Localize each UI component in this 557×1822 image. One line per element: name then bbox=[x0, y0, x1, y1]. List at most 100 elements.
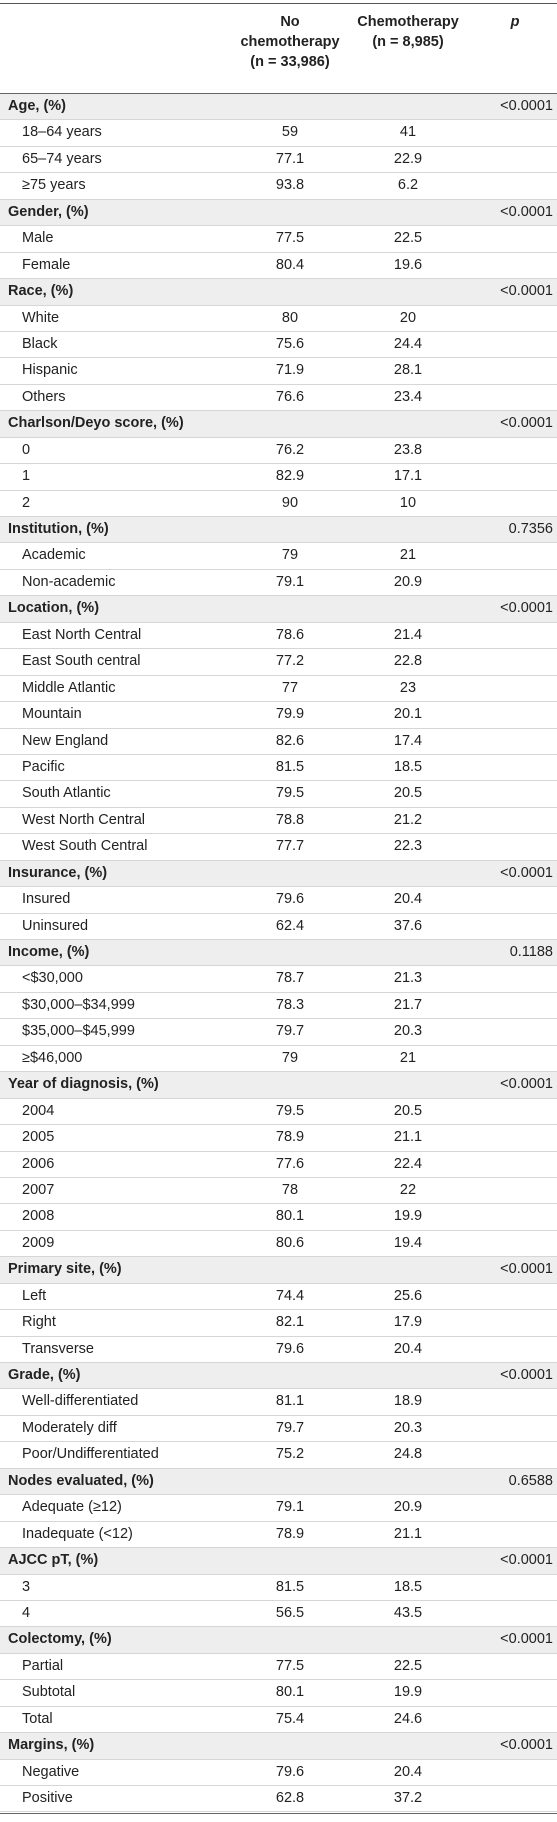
p-value: <0.0001 bbox=[500, 1552, 553, 1569]
row-label: Well-differentiated bbox=[22, 1393, 139, 1410]
table-row: 2004 79.5 20.5 bbox=[0, 1099, 557, 1126]
header-col2-n: (n = 8,985) bbox=[372, 34, 444, 50]
row-label: Inadequate (<12) bbox=[22, 1525, 133, 1542]
row-label: Others bbox=[22, 388, 66, 405]
no-chemotherapy-value: 80.6 bbox=[275, 1234, 305, 1251]
table-section-row: Charlson/Deyo score, (%) <0.0001 bbox=[0, 411, 557, 438]
table-bottom-rule bbox=[0, 1813, 557, 1814]
header-col1-line1: No bbox=[280, 14, 300, 30]
no-chemotherapy-value: 77.6 bbox=[275, 1155, 305, 1172]
header-col1-n: (n = 33,986) bbox=[250, 54, 330, 70]
table-row: 0 76.2 23.8 bbox=[0, 438, 557, 465]
no-chemotherapy-value: 79.1 bbox=[275, 573, 305, 590]
chemotherapy-value: 20.4 bbox=[393, 1763, 423, 1780]
table-section-row: AJCC pT, (%) <0.0001 bbox=[0, 1548, 557, 1575]
p-value: 0.7356 bbox=[508, 521, 553, 537]
table-row: Pacific 81.5 18.5 bbox=[0, 755, 557, 782]
row-label: Middle Atlantic bbox=[22, 679, 116, 696]
no-chemotherapy-value: 78.7 bbox=[275, 970, 305, 987]
chemotherapy-value: 20.9 bbox=[393, 573, 423, 590]
row-label: 2004 bbox=[22, 1102, 55, 1119]
table-row: Well-differentiated 81.1 18.9 bbox=[0, 1389, 557, 1416]
table-row: South Atlantic 79.5 20.5 bbox=[0, 781, 557, 808]
row-label: Primary site, (%) bbox=[8, 1261, 122, 1278]
row-label: Right bbox=[22, 1314, 56, 1331]
no-chemotherapy-value: 79.6 bbox=[275, 1763, 305, 1780]
row-label: Mountain bbox=[22, 706, 82, 723]
table-row: East North Central 78.6 21.4 bbox=[0, 623, 557, 650]
chemotherapy-value: 17.4 bbox=[393, 732, 423, 749]
no-chemotherapy-value: 77.2 bbox=[275, 653, 305, 670]
table-section-row: Income, (%) 0.1188 bbox=[0, 940, 557, 967]
row-label: Race, (%) bbox=[8, 283, 74, 300]
row-label: $35,000–$45,999 bbox=[22, 1023, 135, 1040]
table-section-row: Grade, (%) <0.0001 bbox=[0, 1363, 557, 1390]
row-label: 0 bbox=[22, 441, 31, 458]
row-label: Partial bbox=[22, 1657, 64, 1674]
table-row: Insured 79.6 20.4 bbox=[0, 887, 557, 914]
row-label: Transverse bbox=[22, 1340, 94, 1357]
p-value: <0.0001 bbox=[500, 1737, 553, 1754]
header-p-value: p bbox=[480, 12, 550, 32]
chemotherapy-value: 21.3 bbox=[393, 970, 423, 987]
row-label: East South central bbox=[22, 653, 141, 670]
chemotherapy-value: 20.4 bbox=[393, 891, 423, 908]
table-section-row: Nodes evaluated, (%) 0.6588 bbox=[0, 1468, 557, 1496]
no-chemotherapy-value: 82.1 bbox=[275, 1314, 305, 1331]
header-chemotherapy: Chemotherapy (n = 8,985) bbox=[338, 12, 478, 52]
row-label: South Atlantic bbox=[22, 785, 111, 802]
chemotherapy-value: 22.4 bbox=[393, 1155, 423, 1172]
row-label: Subtotal bbox=[22, 1684, 76, 1701]
p-value: 0.6588 bbox=[508, 1472, 553, 1489]
chemotherapy-value: 22.5 bbox=[393, 1657, 423, 1674]
no-chemotherapy-value: 78.9 bbox=[275, 1525, 305, 1542]
no-chemotherapy-value: 80.1 bbox=[275, 1684, 305, 1701]
no-chemotherapy-value: 75.6 bbox=[275, 335, 305, 352]
table-row: 1 82.9 17.1 bbox=[0, 464, 557, 491]
table-row: $35,000–$45,999 79.7 20.3 bbox=[0, 1019, 557, 1046]
row-label: Adequate (≥12) bbox=[22, 1499, 122, 1516]
row-label: Gender, (%) bbox=[8, 203, 89, 220]
no-chemotherapy-value: 79 bbox=[281, 547, 299, 564]
p-value: <0.0001 bbox=[500, 203, 553, 220]
table-row: West North Central 78.8 21.2 bbox=[0, 808, 557, 835]
chemotherapy-value: 23.8 bbox=[393, 441, 423, 458]
table-row: <$30,000 78.7 21.3 bbox=[0, 966, 557, 993]
row-label: Negative bbox=[22, 1763, 80, 1780]
no-chemotherapy-value: 78.6 bbox=[275, 626, 305, 643]
chemotherapy-value: 20.5 bbox=[393, 1102, 423, 1119]
table-row: Male 77.5 22.5 bbox=[0, 226, 557, 253]
row-label: 2008 bbox=[22, 1208, 55, 1225]
table-row: ≥75 years 93.8 6.2 bbox=[0, 173, 557, 200]
row-label: ≥$46,000 bbox=[22, 1049, 83, 1066]
no-chemotherapy-value: 77.5 bbox=[275, 230, 305, 247]
row-label: Grade, (%) bbox=[8, 1367, 81, 1383]
no-chemotherapy-value: 76.2 bbox=[275, 441, 305, 458]
chemotherapy-value: 21.1 bbox=[393, 1129, 423, 1146]
table-row: 2006 77.6 22.4 bbox=[0, 1152, 557, 1178]
table-row: 65–74 years 77.1 22.9 bbox=[0, 147, 557, 174]
no-chemotherapy-value: 80 bbox=[281, 309, 299, 326]
table-section-row: Age, (%) <0.0001 bbox=[0, 94, 557, 121]
no-chemotherapy-value: 76.6 bbox=[275, 388, 305, 405]
chemotherapy-value: 19.4 bbox=[393, 1234, 423, 1251]
no-chemotherapy-value: 77.1 bbox=[275, 150, 305, 167]
no-chemotherapy-value: 78.9 bbox=[275, 1129, 305, 1146]
no-chemotherapy-value: 82.6 bbox=[275, 732, 305, 749]
no-chemotherapy-value: 56.5 bbox=[275, 1604, 305, 1621]
chemotherapy-value: 37.6 bbox=[393, 917, 423, 934]
header-col3: p bbox=[510, 14, 520, 30]
table-row: Non-academic 79.1 20.9 bbox=[0, 570, 557, 597]
no-chemotherapy-value: 77.7 bbox=[275, 838, 305, 855]
row-label: Institution, (%) bbox=[8, 521, 109, 537]
table-row: 2005 78.9 21.1 bbox=[0, 1125, 557, 1152]
row-label: New England bbox=[22, 732, 109, 749]
table-row: 3 81.5 18.5 bbox=[0, 1575, 557, 1601]
row-label: Colectomy, (%) bbox=[8, 1631, 112, 1648]
row-label: Age, (%) bbox=[8, 98, 66, 114]
chemotherapy-value: 21.2 bbox=[393, 811, 423, 828]
header-col1-line2: chemotherapy bbox=[240, 34, 340, 50]
row-label: Poor/Undifferentiated bbox=[22, 1446, 159, 1463]
table-top-rule bbox=[0, 3, 557, 4]
chemotherapy-value: 23.4 bbox=[393, 388, 423, 405]
